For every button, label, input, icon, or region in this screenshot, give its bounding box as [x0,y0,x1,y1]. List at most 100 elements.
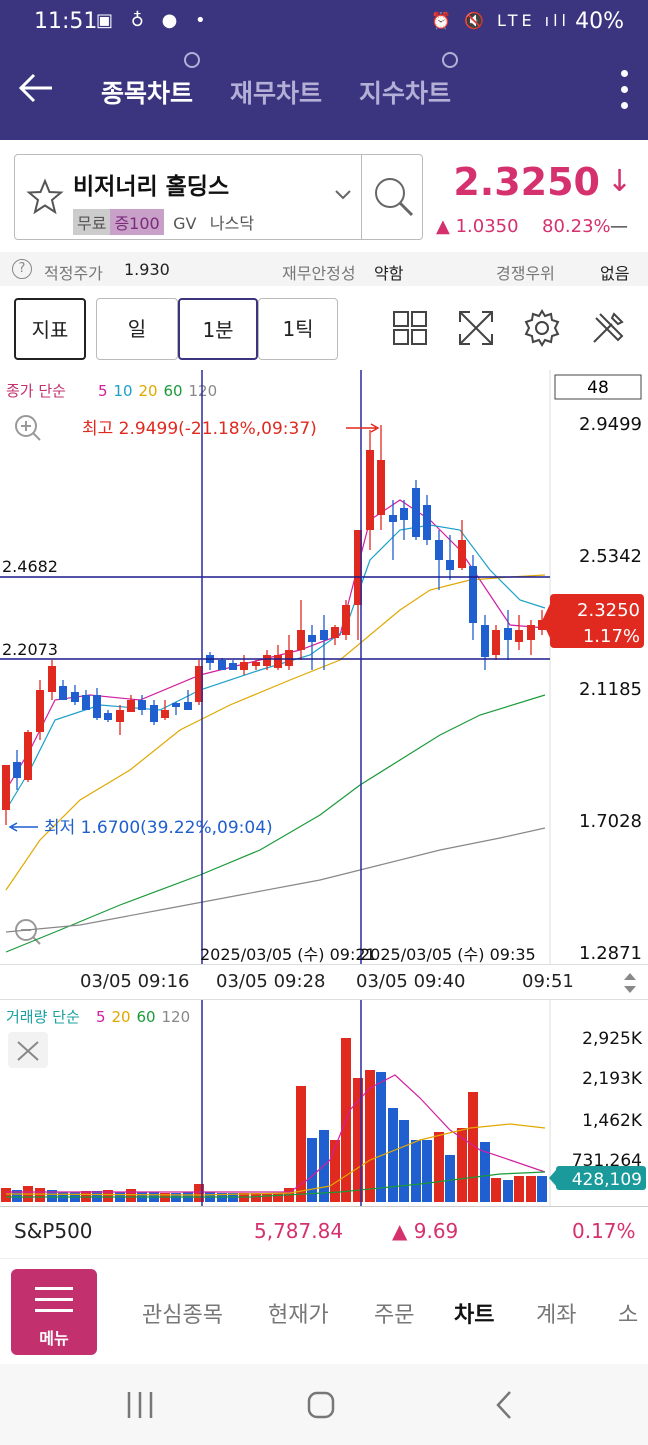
time-tick: 03/05 09:40 [356,971,466,992]
volume-tick: 2,193K [582,1069,643,1089]
ma-legend-item: 5 [98,382,108,400]
more-menu-icon[interactable] [620,70,630,114]
ma-line [5,694,546,953]
ma-legend: 5 10 20 60 120 [98,382,217,400]
volume-chart[interactable]: 거래량 단순 5 20 60 120 2,925K 2,193K 1,462K 731,26… [0,1000,648,1206]
candle-body [504,628,512,640]
status-bar: 11:51 ▣ ♁ ● • ⏰ 🔇 LTE ıll 40% [0,0,648,44]
volume-ma-legend-item: 60 [137,1008,156,1026]
tag-free: 무료 [73,209,111,235]
volume-bar [468,1092,478,1202]
search-button[interactable] [361,155,423,239]
low-price-label: 최저 1.6700(39.22%,09:04) [44,818,273,838]
volume-bar [1,1188,11,1202]
volume-bar [503,1180,513,1202]
nav-watchlist[interactable]: 관심종목 [142,1303,223,1328]
volume-bar [376,1072,386,1202]
menu-button[interactable]: 메뉴 [11,1269,97,1355]
nav-order[interactable]: 주문 [374,1303,415,1328]
candle-body [229,663,237,670]
candle-body [331,627,339,638]
candle-body [13,762,21,778]
volume-bar [35,1188,45,1202]
candle-body [527,625,535,640]
volume-chart-svg[interactable]: 거래량 단순 5 20 60 120 2,925K2,193K1,462K731,26… [0,1000,648,1206]
candle-body [481,625,489,657]
help-icon[interactable]: ? [12,259,32,279]
candle-body [71,692,79,702]
low-arrow-icon [8,822,38,832]
current-volume-tag-pointer [549,1170,556,1186]
stock-name: 비저너리 홀딩스 [73,174,230,200]
hline-label-1: 2.4682 [2,557,58,576]
nav-account[interactable]: 계좌 [536,1303,577,1328]
candle-body [218,660,226,670]
tools-icon[interactable] [588,308,628,348]
candle-chart-svg[interactable]: 종가 단순 5 10 20 60 120 48 2.4682 2.2073 최고 2.9… [0,370,648,964]
volume-bar [251,1193,261,1202]
star-icon[interactable] [25,177,65,217]
valuation-strip: ? 적정주가 1.930 재무안정성 약함 경쟁우위 없음 [0,252,648,286]
fair-price-label: 적정주가 [44,264,103,283]
volume-bar [194,1184,204,1202]
chevron-down-icon[interactable] [333,187,353,201]
volume-bar [307,1138,317,1202]
current-price-tag [550,594,644,648]
candle-body [240,662,248,670]
zoom-out-icon[interactable] [15,919,41,945]
candle-body [446,560,454,570]
back-icon[interactable] [492,1390,516,1420]
candle-body [342,605,350,635]
resize-handle-icon[interactable] [620,969,640,997]
candle-body [127,700,135,712]
nav-quote[interactable]: 현재가 [268,1303,329,1328]
nav-chart[interactable]: 차트 [454,1303,495,1328]
back-arrow-icon[interactable] [16,68,56,108]
index-ticker[interactable]: S&P500 5,787.84 ▲ 9.69 0.17% [0,1206,648,1254]
tab-index-chart[interactable]: 지수차트 [359,79,452,108]
candle-body [274,655,282,668]
tab-stock-chart[interactable]: 종목차트 [101,79,194,108]
menu-label: 메뉴 [39,1329,69,1348]
volume-ma-legend-item: 5 [96,1008,106,1026]
volume-bar [399,1120,409,1202]
period-tick-button[interactable]: 1틱 [258,298,338,360]
candle-body [377,460,385,515]
current-price-tag-value: 2.3250 [577,600,640,621]
candle-body [93,695,101,718]
stock-selector[interactable]: 비저너리 홀딩스 무료 증100 GV 나스닥 [14,154,423,240]
candle-body [59,686,67,700]
period-day-button[interactable]: 일 [96,298,178,360]
candle-body [48,666,56,692]
tab-financial-chart[interactable]: 재무차트 [230,79,323,108]
candle-body [24,732,32,780]
nav-more[interactable]: 소 [618,1303,639,1328]
price-tick: 1.7028 [579,811,642,832]
current-volume-tag [556,1166,646,1190]
tag-margin: 증100 [110,209,164,235]
expand-icon[interactable] [456,308,496,348]
ma-line [5,574,546,891]
indicator-button[interactable]: 지표 [14,298,86,360]
period-minute-button[interactable]: 1분 [178,298,258,360]
candle-body [458,540,466,568]
candle-body [412,488,420,537]
time-tick: 03/05 09:28 [216,971,326,992]
volume-bar [365,1070,375,1202]
candle-chart[interactable]: 종가 단순 5 10 20 60 120 48 2.4682 2.2073 최고 2.9… [0,370,648,964]
zoom-in-icon[interactable] [15,415,41,441]
current-volume-value: 428,109 [572,1170,642,1190]
recent-apps-icon[interactable] [124,1390,156,1420]
candle-body [161,710,169,718]
hamburger-icon [35,1287,73,1320]
notification-icons: ▣ ♁ ● • [96,10,212,31]
home-icon[interactable] [306,1390,338,1420]
candle-body [82,695,90,710]
layout-grid-icon[interactable] [390,308,430,348]
settings-gear-icon[interactable] [522,308,562,348]
candle-body [297,630,305,650]
search-icon [375,178,414,217]
chart-toolbar: 지표 일 1분 1틱 [0,296,648,366]
bar-count-box[interactable] [554,374,642,400]
